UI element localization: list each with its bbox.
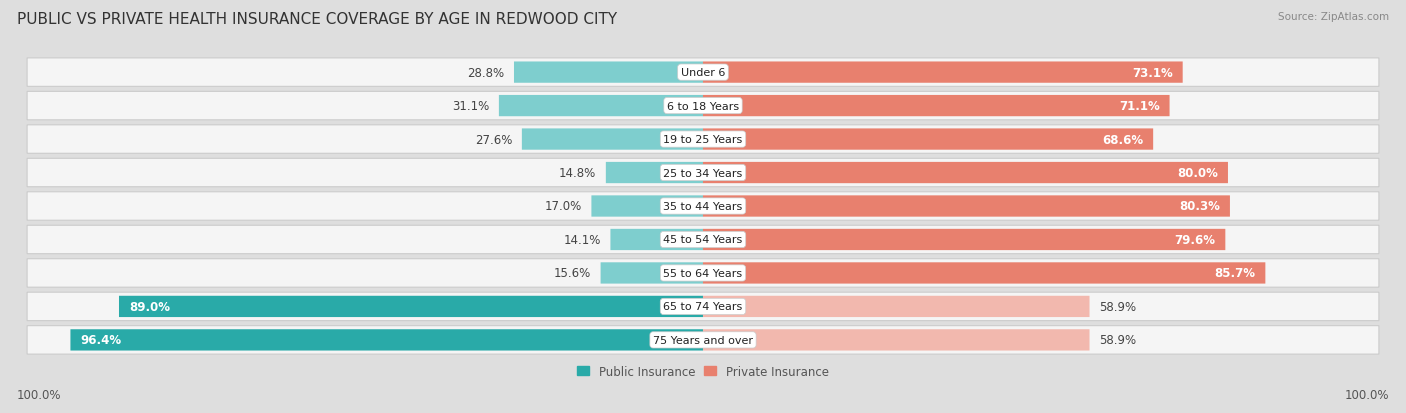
- Text: 19 to 25 Years: 19 to 25 Years: [664, 135, 742, 145]
- FancyBboxPatch shape: [703, 229, 1226, 251]
- Text: 100.0%: 100.0%: [1344, 388, 1389, 401]
- FancyBboxPatch shape: [120, 296, 703, 317]
- FancyBboxPatch shape: [27, 326, 1379, 354]
- Text: 28.8%: 28.8%: [467, 66, 505, 79]
- Text: 55 to 64 Years: 55 to 64 Years: [664, 268, 742, 278]
- Text: 75 Years and over: 75 Years and over: [652, 335, 754, 345]
- Text: 80.0%: 80.0%: [1177, 166, 1218, 180]
- Text: 31.1%: 31.1%: [451, 100, 489, 113]
- FancyBboxPatch shape: [27, 126, 1379, 154]
- FancyBboxPatch shape: [610, 229, 703, 251]
- Text: Under 6: Under 6: [681, 68, 725, 78]
- Text: 58.9%: 58.9%: [1099, 300, 1136, 313]
- Text: 14.8%: 14.8%: [558, 166, 596, 180]
- FancyBboxPatch shape: [703, 296, 1090, 317]
- Text: 71.1%: 71.1%: [1119, 100, 1160, 113]
- FancyBboxPatch shape: [703, 196, 1230, 217]
- Text: 35 to 44 Years: 35 to 44 Years: [664, 202, 742, 211]
- Text: 27.6%: 27.6%: [475, 133, 512, 146]
- FancyBboxPatch shape: [27, 292, 1379, 321]
- Text: 58.9%: 58.9%: [1099, 334, 1136, 347]
- FancyBboxPatch shape: [27, 59, 1379, 87]
- Text: 17.0%: 17.0%: [544, 200, 582, 213]
- FancyBboxPatch shape: [27, 225, 1379, 254]
- Legend: Public Insurance, Private Insurance: Public Insurance, Private Insurance: [572, 360, 834, 383]
- FancyBboxPatch shape: [27, 159, 1379, 188]
- Text: 25 to 34 Years: 25 to 34 Years: [664, 168, 742, 178]
- FancyBboxPatch shape: [606, 162, 703, 184]
- Text: 96.4%: 96.4%: [80, 334, 121, 347]
- Text: 65 to 74 Years: 65 to 74 Years: [664, 301, 742, 312]
- Text: 100.0%: 100.0%: [17, 388, 62, 401]
- FancyBboxPatch shape: [27, 259, 1379, 287]
- FancyBboxPatch shape: [522, 129, 703, 150]
- Text: Source: ZipAtlas.com: Source: ZipAtlas.com: [1278, 12, 1389, 22]
- FancyBboxPatch shape: [70, 330, 703, 351]
- FancyBboxPatch shape: [703, 330, 1090, 351]
- FancyBboxPatch shape: [592, 196, 703, 217]
- FancyBboxPatch shape: [499, 96, 703, 117]
- Text: 79.6%: 79.6%: [1174, 233, 1215, 247]
- FancyBboxPatch shape: [703, 162, 1227, 184]
- Text: 80.3%: 80.3%: [1180, 200, 1220, 213]
- FancyBboxPatch shape: [703, 62, 1182, 83]
- Text: 68.6%: 68.6%: [1102, 133, 1143, 146]
- FancyBboxPatch shape: [703, 96, 1170, 117]
- Text: 15.6%: 15.6%: [554, 267, 591, 280]
- Text: PUBLIC VS PRIVATE HEALTH INSURANCE COVERAGE BY AGE IN REDWOOD CITY: PUBLIC VS PRIVATE HEALTH INSURANCE COVER…: [17, 12, 617, 27]
- FancyBboxPatch shape: [515, 62, 703, 83]
- Text: 14.1%: 14.1%: [564, 233, 600, 247]
- FancyBboxPatch shape: [703, 263, 1265, 284]
- FancyBboxPatch shape: [703, 129, 1153, 150]
- FancyBboxPatch shape: [600, 263, 703, 284]
- Text: 73.1%: 73.1%: [1132, 66, 1173, 79]
- Text: 6 to 18 Years: 6 to 18 Years: [666, 101, 740, 112]
- FancyBboxPatch shape: [27, 192, 1379, 221]
- Text: 85.7%: 85.7%: [1215, 267, 1256, 280]
- Text: 89.0%: 89.0%: [129, 300, 170, 313]
- FancyBboxPatch shape: [27, 92, 1379, 121]
- Text: 45 to 54 Years: 45 to 54 Years: [664, 235, 742, 245]
